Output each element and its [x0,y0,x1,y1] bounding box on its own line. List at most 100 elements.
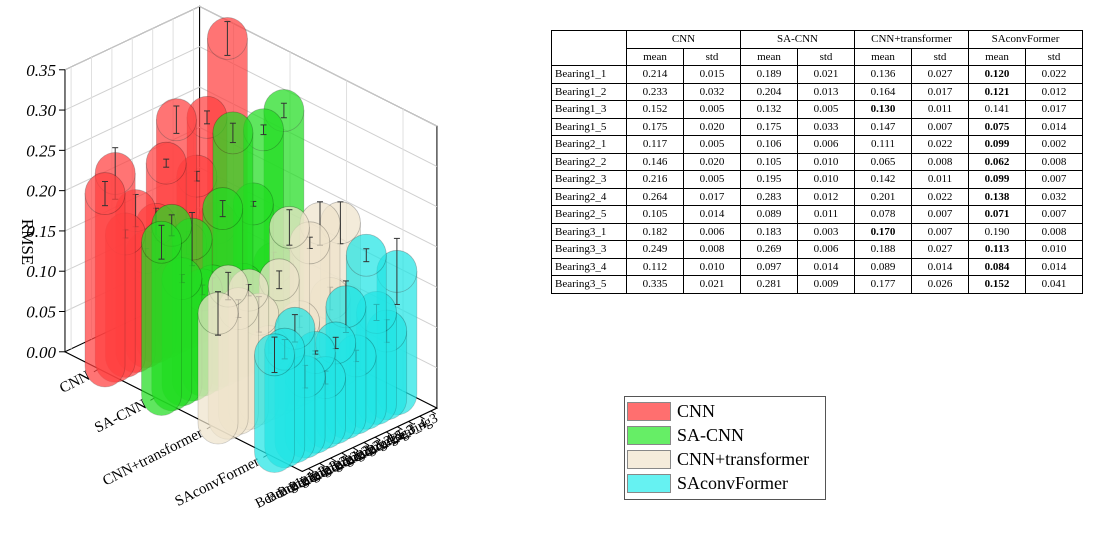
table-row-label: Bearing2_3 [551,170,627,189]
table-cell: 0.032 [1025,187,1083,206]
bearing-tick [341,452,348,457]
table-cell: 0.269 [740,240,798,259]
legend-swatch [627,401,671,421]
legend-label: CNN [677,400,716,421]
table-cell: 0.170 [854,222,912,241]
table-row-label: Bearing3_4 [551,257,627,276]
table-cell: 0.002 [1025,135,1083,154]
table-cell: 0.007 [911,222,969,241]
table-cell: 0.032 [683,82,741,101]
table-cell: 0.112 [626,257,684,276]
table-cell: 0.008 [1025,222,1083,241]
z-tick-label: 0.00 [26,343,56,362]
table-cell: 0.105 [626,205,684,224]
table-cell: 0.099 [968,135,1026,154]
model-axis-label: CNN+transformer [100,425,205,489]
table-cell: 0.136 [854,65,912,84]
table-cell: 0.195 [740,170,798,189]
legend-label: SAconvFormer [677,472,788,493]
table-cell: 0.014 [1025,257,1083,276]
table-cell: 0.011 [797,205,855,224]
table-row: Bearing3_3 0.249 0.008 0.269 0.006 0.188 0.027… [551,240,1083,259]
table-cell: 0.152 [968,275,1026,294]
table-cell: 0.121 [968,82,1026,101]
bearing-tick [308,468,314,473]
z-tick-label: 0.30 [26,101,56,120]
table-body: Bearing1_1 0.214 0.015 0.189 0.021 0.136 0.027… [551,65,1083,294]
table-cell: 0.020 [683,152,741,171]
table-cell: 0.005 [683,135,741,154]
table-sub-header: std [911,47,969,66]
legend-swatch [627,473,671,493]
table-cell: 0.216 [626,170,684,189]
legend-swatch [627,449,671,469]
chart-canvas: 0.000.050.100.150.200.250.300.35RMSECNNS… [18,5,441,512]
table-cell: 0.006 [797,135,855,154]
table-cell: 0.008 [683,240,741,259]
table-row-label: Bearing1_2 [551,82,627,101]
bearing-tick [374,436,381,441]
bearing-axis-line [302,407,438,472]
table-cell: 0.010 [1025,240,1083,259]
table-corner-cell [551,30,627,66]
table-cell: 0.089 [740,205,798,224]
table-cell: 0.099 [968,170,1026,189]
table-row: Bearing2_2 0.146 0.020 0.105 0.010 0.065 0.008… [551,152,1083,171]
table-row: Bearing1_2 0.233 0.032 0.204 0.013 0.164 0.017… [551,82,1083,101]
bearing-tick [330,457,336,462]
table-cell: 0.006 [797,240,855,259]
table-cell: 0.142 [854,170,912,189]
table-row-label: Bearing1_3 [551,100,627,119]
table-cell: 0.189 [740,65,798,84]
table-cell: 0.105 [740,152,798,171]
table-cell: 0.249 [626,240,684,259]
table-cell: 0.204 [740,82,798,101]
table-group-header: CNN+transformer [854,30,969,49]
table-cell: 0.017 [683,187,741,206]
results-table: CNN SA-CNN CNN+transformer SAconvFormer … [551,30,1083,294]
bearing-tick [363,441,370,446]
bearing-tick [419,415,425,420]
table-cell: 0.033 [797,117,855,136]
z-tick-label: 0.05 [26,302,56,321]
table-cell: 0.010 [797,170,855,189]
table-cell: 0.027 [911,65,969,84]
table-cell: 0.014 [911,257,969,276]
table-cell: 0.012 [1025,82,1083,101]
model-axis-label: SA-CNN [92,397,149,437]
table-cell: 0.182 [626,222,684,241]
table-cell: 0.152 [626,100,684,119]
table-cell: 0.007 [1025,170,1083,189]
table-row-label: Bearing1_5 [551,117,627,136]
table-cell: 0.027 [911,240,969,259]
table-row: Bearing1_3 0.152 0.005 0.132 0.005 0.130 0.011… [551,100,1083,119]
table-cell: 0.006 [683,222,741,241]
model-axis-label: SAconvFormer [173,454,263,510]
table-row-label: Bearing1_1 [551,65,627,84]
table-cell: 0.011 [911,100,969,119]
table-cell: 0.022 [1025,65,1083,84]
table-cell: 0.164 [854,82,912,101]
table-row: Bearing1_1 0.214 0.015 0.189 0.021 0.136 0.027… [551,65,1083,84]
table-cell: 0.335 [626,275,684,294]
table-cell: 0.281 [740,275,798,294]
table-cell: 0.017 [1025,100,1083,119]
table-cell: 0.009 [797,275,855,294]
table-cell: 0.117 [626,135,684,154]
table-cell: 0.130 [854,100,912,119]
cylinder-body [141,241,182,416]
table-cell: 0.008 [1025,152,1083,171]
table-row-label: Bearing3_1 [551,222,627,241]
table-cell: 0.011 [911,170,969,189]
bearing-tick [352,447,359,452]
table-cell: 0.177 [854,275,912,294]
table-cell: 0.022 [911,135,969,154]
table-cell: 0.089 [854,257,912,276]
bearing-tick [386,431,392,436]
table-cell: 0.007 [911,117,969,136]
table-cell: 0.010 [797,152,855,171]
table-cell: 0.214 [626,65,684,84]
z-tick-label: 0.20 [26,182,56,201]
table-cell: 0.007 [911,205,969,224]
table-sub-header: mean [740,47,798,66]
